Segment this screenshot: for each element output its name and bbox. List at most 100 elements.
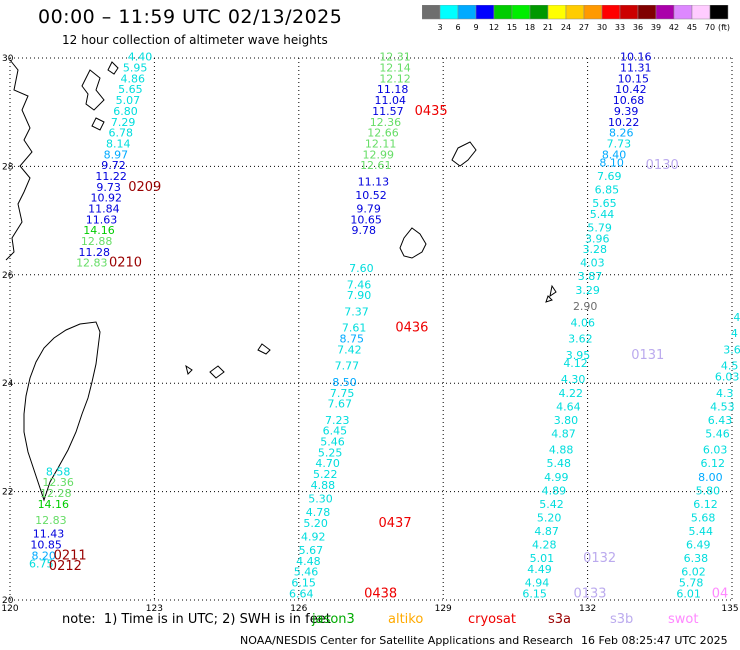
- wave-height-value: 8.97: [104, 148, 129, 161]
- lon-tick-label: 132: [579, 604, 596, 614]
- okinawa-island: [399, 227, 427, 259]
- wave-height-value: 4.12: [563, 357, 588, 370]
- wave-height-value: 4.88: [549, 444, 574, 457]
- wave-height-value: 4.06: [571, 316, 596, 329]
- wave-height-value: 3.28: [583, 243, 608, 256]
- amami-island: [451, 141, 477, 167]
- wave-height-value: 5.01: [530, 552, 555, 565]
- pass-time-label: 0209: [128, 180, 161, 195]
- pass-time-label: 0132: [583, 551, 616, 566]
- lat-tick-label: 28: [2, 162, 14, 172]
- pass-time-label: 0437: [379, 516, 412, 531]
- lon-tick-label: 120: [1, 604, 18, 614]
- wave-height-value: 12.66: [367, 127, 399, 140]
- wave-height-value: 7.73: [607, 137, 632, 150]
- colorbar-tick-label: 3: [437, 23, 442, 32]
- wave-height-value: 10.65: [350, 213, 382, 226]
- wave-height-value: 6.45: [323, 425, 348, 438]
- wave-height-value: 4.48: [296, 555, 321, 568]
- wave-height-value: 4.94: [525, 576, 550, 589]
- wave-height-value: 12.99: [362, 148, 394, 161]
- colorbar-tick-label: 42: [669, 23, 679, 32]
- wave-height-value: 4.64: [556, 400, 581, 413]
- legend-cryosat: cryosat: [468, 612, 516, 627]
- wave-height-value: 7.60: [349, 262, 374, 275]
- wave-height-value: 6.64: [289, 587, 314, 600]
- wave-height-value: 7.77: [335, 360, 360, 373]
- wave-height-value: 8.26: [609, 127, 634, 140]
- wave-height-value: 5.95: [123, 62, 148, 75]
- wave-height-value: 6.38: [684, 552, 709, 565]
- wave-height-value: 8.10: [599, 156, 624, 169]
- wave-height-value: 4.87: [551, 427, 576, 440]
- wave-height-value: 11.13: [358, 175, 390, 188]
- wave-height-value: 6.49: [686, 539, 711, 552]
- wave-height-value: 6.03: [703, 444, 728, 457]
- pass-time-label: 0435: [415, 104, 448, 119]
- wave-height-value: 4.99: [544, 471, 569, 484]
- wave-height-value: 6.43: [708, 414, 733, 427]
- wave-height-value: 12.12: [379, 72, 411, 85]
- wave-height-value: 12.61: [360, 159, 392, 172]
- wave-height-value: 4.5: [721, 360, 739, 373]
- colorbar-tick-label: 27: [579, 23, 589, 32]
- wave-height-value: 5.79: [587, 221, 612, 234]
- lon-tick-label: 135: [721, 604, 738, 614]
- wave-height-value: 4.3: [716, 387, 734, 400]
- colorbar-tick-label: 21: [543, 23, 553, 32]
- wave-height-value: 6.12: [693, 498, 718, 511]
- wave-height-value: 5.44: [590, 208, 615, 221]
- wave-height-value: 5.07: [116, 94, 141, 107]
- lon-tick-label: 126: [290, 604, 307, 614]
- wave-height-value: 10.68: [613, 94, 645, 107]
- legend-altiko: altiko: [388, 612, 424, 627]
- wave-height-value: 4.86: [120, 72, 145, 85]
- wave-height-value: 8.40: [602, 148, 627, 161]
- wave-height-value: 4.92: [301, 530, 326, 543]
- lon-tick-label: 129: [435, 604, 452, 614]
- pass-time-label: 04: [712, 586, 729, 601]
- lat-tick-label: 30: [2, 54, 14, 64]
- colorbar-tick-label: 39: [651, 23, 661, 32]
- colorbar-swatch: [709, 5, 729, 20]
- wave-height-value: 8.75: [339, 333, 364, 346]
- wave-height-value: 2.90: [573, 300, 598, 313]
- wave-height-value: 3.87: [578, 270, 603, 283]
- wave-height-value: 7.46: [347, 278, 372, 291]
- wave-height-value: 4.88: [311, 479, 336, 492]
- wave-height-value: 11.22: [95, 170, 127, 183]
- wave-height-value: 10.22: [608, 116, 640, 129]
- pass-time-label: 0436: [395, 321, 428, 336]
- wave-height-value: 10.16: [620, 51, 652, 64]
- wave-height-value: 5.42: [539, 498, 564, 511]
- taiwan-coastline: [23, 321, 101, 502]
- wave-height-value: 5.46: [320, 436, 345, 449]
- wave-height-value: 12.83: [35, 514, 67, 527]
- wave-height-value: 6.02: [681, 566, 706, 579]
- wave-height-value: 6.78: [108, 127, 133, 140]
- wave-height-value: 7.23: [325, 414, 350, 427]
- wave-height-value: 11.04: [375, 94, 407, 107]
- wave-height-value: 6.12: [700, 457, 725, 470]
- wave-height-value: 6.75: [29, 557, 54, 570]
- pass-time-label: 0210: [109, 256, 142, 271]
- footer-note: note: 1) Time is in UTC; 2) SWH is in fe…: [62, 612, 331, 627]
- wave-height-value: 5.65: [592, 197, 617, 210]
- colorbar-tick-label: 30: [597, 23, 607, 32]
- colorbar-tick-label: 15: [507, 23, 517, 32]
- wave-height-value: 10.42: [615, 83, 647, 96]
- wave-height-value: 4: [733, 311, 740, 324]
- wave-height-value: 5.22: [313, 468, 338, 481]
- wave-height-value: 11.28: [78, 246, 110, 259]
- wave-height-value: 8.14: [106, 137, 131, 150]
- wave-height-value: 7.90: [347, 289, 372, 302]
- wave-height-value: 11.43: [33, 528, 65, 541]
- wave-height-value: 11.18: [377, 83, 409, 96]
- wave-height-value: 9.39: [614, 105, 639, 118]
- pass-time-label: 0133: [573, 586, 606, 601]
- china-coastline: [5, 59, 33, 261]
- legend-swot: swot: [668, 612, 699, 627]
- wave-height-value: 11.57: [372, 105, 404, 118]
- wave-height-value: 4.70: [315, 457, 340, 470]
